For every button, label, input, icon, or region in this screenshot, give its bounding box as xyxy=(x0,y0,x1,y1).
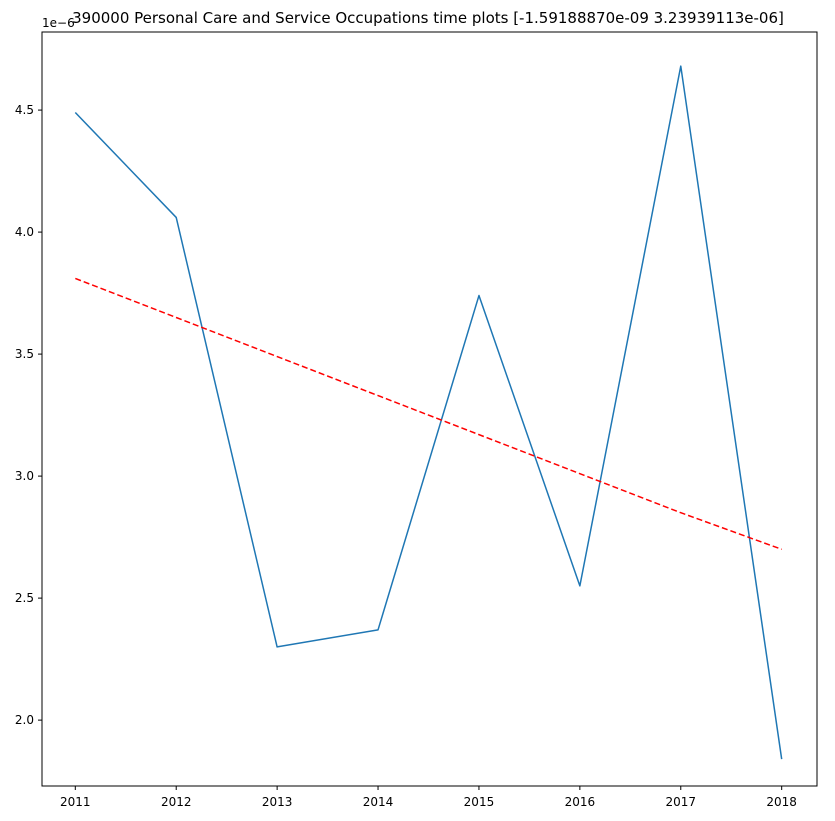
x-tick-label: 2011 xyxy=(60,795,91,809)
x-tick-label: 2012 xyxy=(161,795,192,809)
y-offset-label: 1e−6 xyxy=(42,16,75,30)
x-tick-label: 2016 xyxy=(565,795,596,809)
chart-title: 390000 Personal Care and Service Occupat… xyxy=(72,9,784,27)
y-tick-label: 4.0 xyxy=(15,225,34,239)
y-tick-label: 2.5 xyxy=(15,591,34,605)
trend-line xyxy=(75,277,782,551)
plot-area: 2011 2012 2013 2014 2015 2016 2017 2018 2.0 2.5 3.… xyxy=(15,31,818,809)
y-tick-label: 2.0 xyxy=(15,713,34,727)
y-tick-label: 4.5 xyxy=(15,103,34,117)
x-tick-label: 2015 xyxy=(464,795,495,809)
y-tick-label: 3.0 xyxy=(15,469,34,483)
x-tick-label: 2017 xyxy=(665,795,696,809)
series-line xyxy=(74,65,783,760)
x-tick-label: 2014 xyxy=(363,795,394,809)
x-tick-label: 2018 xyxy=(766,795,797,809)
x-tick-label: 2013 xyxy=(262,795,293,809)
y-tick-label: 3.5 xyxy=(15,347,34,361)
axes-frame xyxy=(41,31,818,787)
